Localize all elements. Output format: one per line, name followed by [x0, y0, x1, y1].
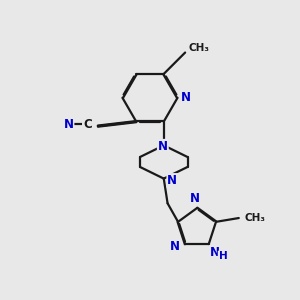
Text: N: N [209, 246, 219, 259]
Text: C: C [83, 118, 92, 131]
Text: N: N [190, 192, 200, 205]
Text: N: N [167, 174, 177, 187]
Text: N: N [181, 91, 191, 104]
Text: H: H [219, 251, 227, 262]
Text: N: N [63, 118, 74, 131]
Text: CH₃: CH₃ [244, 213, 266, 223]
Text: CH₃: CH₃ [189, 43, 210, 53]
Text: N: N [158, 140, 168, 153]
Text: N: N [170, 240, 180, 253]
